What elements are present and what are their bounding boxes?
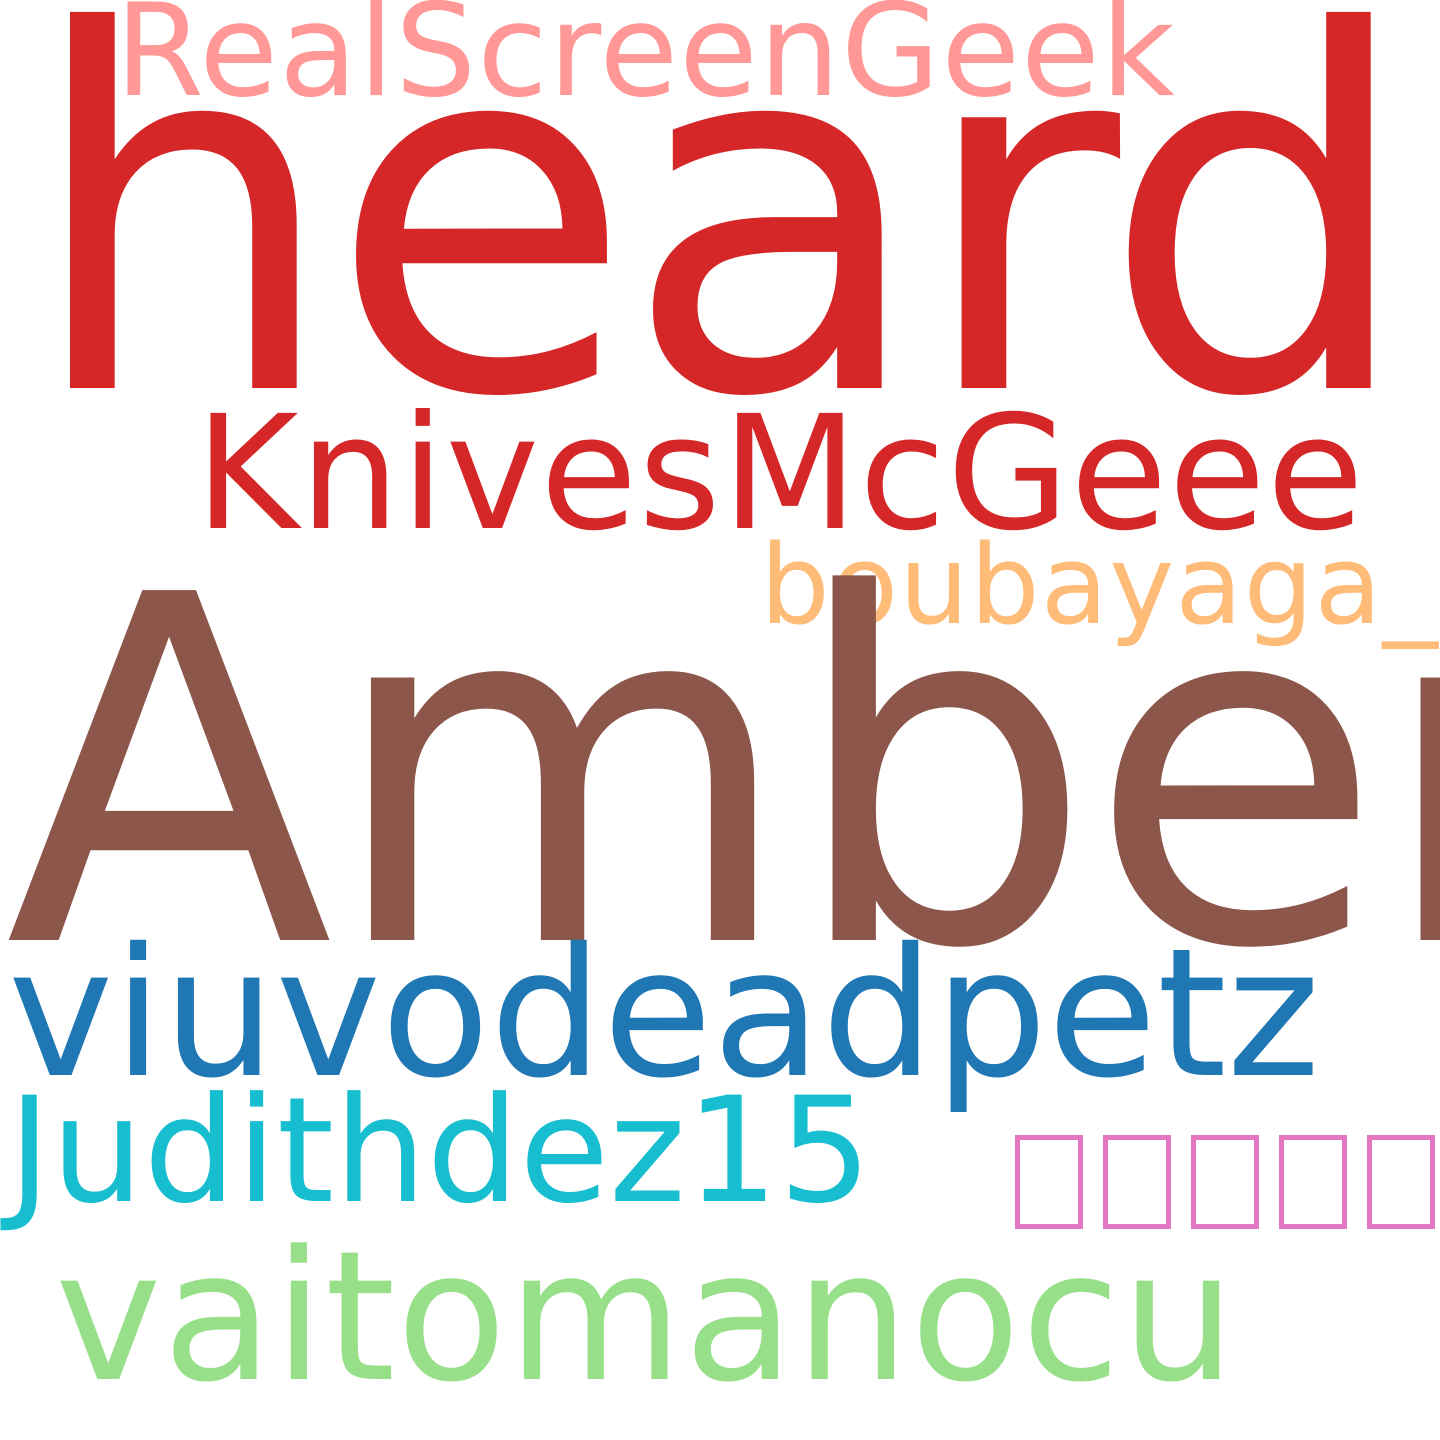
word-amber: Amber — [5, 495, 1440, 1054]
word-boubayaga: boubayaga_ — [760, 521, 1439, 649]
word-heard: heard — [25, 0, 1416, 505]
word-realscreengeek: RealScreenGeek — [115, 0, 1176, 126]
word-unrendered-glyphs: □□□□□ — [1015, 1135, 1435, 1229]
word-knivesmcgeee: KnivesMcGeee — [195, 382, 1365, 566]
missing-glyph-box — [1279, 1135, 1347, 1229]
word-judithdez15: Judithdez15 — [8, 1066, 872, 1236]
missing-glyph-box — [1103, 1135, 1171, 1229]
word-vaitomanocu: vaitomanocu — [55, 1213, 1237, 1422]
missing-glyph-box — [1367, 1135, 1435, 1229]
missing-glyph-box — [1191, 1135, 1259, 1229]
missing-glyph-box — [1015, 1135, 1083, 1229]
word-viuvodeadpetz: viuvodeadpetz — [8, 910, 1321, 1117]
